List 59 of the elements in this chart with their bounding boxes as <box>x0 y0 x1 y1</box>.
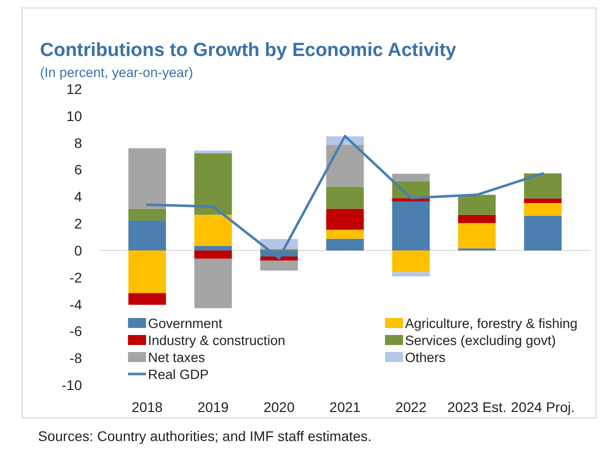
bar <box>128 208 166 220</box>
bar <box>458 194 496 215</box>
y-tick-label: 4 <box>74 188 82 205</box>
bar <box>392 201 430 250</box>
bar <box>194 246 232 250</box>
source-note: Sources: Country authorities; and IMF staff estimates. <box>38 428 372 444</box>
x-tick-label: 2024 Proj. <box>510 399 575 415</box>
bar <box>194 250 232 259</box>
bar <box>524 173 562 198</box>
y-tick-label: 2 <box>74 216 82 232</box>
bar <box>260 256 298 261</box>
legend-label: Services (excluding govt) <box>405 333 556 348</box>
y-tick-label: -6 <box>70 323 82 340</box>
bar <box>194 150 232 154</box>
x-tick-label: 2022 <box>395 399 427 415</box>
bar <box>326 186 364 209</box>
legend-label: Real GDP <box>148 367 209 382</box>
y-tick-label: -10 <box>62 377 82 393</box>
x-tick-label: 2019 <box>198 399 229 415</box>
chart-title: Contributions to Growth by Economic Activity <box>40 40 457 61</box>
y-tick-label: -4 <box>70 296 82 312</box>
x-tick-label: 2021 <box>329 399 361 415</box>
bar <box>128 293 166 305</box>
bar <box>326 144 364 187</box>
legend-label: Others <box>405 350 446 365</box>
x-tick-label: 2020 <box>263 399 295 415</box>
bar <box>392 272 430 276</box>
bar <box>260 260 298 270</box>
bar <box>524 203 562 216</box>
x-tick-label: 2018 <box>132 399 163 415</box>
bar <box>524 198 562 204</box>
legend-label: Industry & construction <box>148 333 286 348</box>
legend-label: Net taxes <box>148 350 206 365</box>
bar <box>128 220 166 250</box>
bar <box>524 216 562 250</box>
bar <box>194 258 232 308</box>
y-tick-label: 10 <box>66 108 82 124</box>
bar <box>128 148 166 209</box>
bar <box>392 174 430 182</box>
y-tick-label: 12 <box>66 81 82 97</box>
bar <box>458 214 496 224</box>
bar <box>458 223 496 248</box>
y-tick-label: 8 <box>74 134 82 151</box>
y-tick-label: 6 <box>74 162 82 178</box>
bar <box>326 208 364 230</box>
bar <box>194 214 232 246</box>
bar <box>392 250 430 272</box>
x-tick-label: 2023 Est. <box>447 399 506 415</box>
y-tick-label: -2 <box>70 269 82 286</box>
bar <box>194 153 232 215</box>
y-tick-label: -8 <box>70 350 82 366</box>
line-series <box>146 134 544 260</box>
bar <box>326 238 364 250</box>
legend-label: Government <box>148 316 223 331</box>
bar <box>326 230 364 239</box>
chart-subtitle: (In percent, year-on-year) <box>40 65 194 80</box>
y-tick-label: 0 <box>74 242 82 258</box>
legend-label: Agriculture, forestry & fishing <box>405 316 578 331</box>
bar <box>128 250 166 294</box>
